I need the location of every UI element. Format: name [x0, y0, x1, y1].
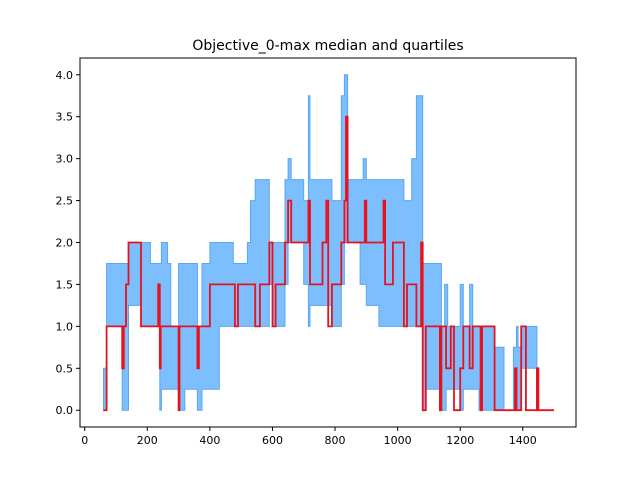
y-tick-label: 3.5	[56, 111, 74, 124]
x-tick-label: 1000	[384, 434, 412, 447]
x-tick-label: 1200	[446, 434, 474, 447]
median-line	[103, 115, 555, 412]
plot-area	[103, 74, 555, 412]
y-tick-label: 2.0	[56, 237, 74, 250]
y-tick-label: 0.5	[56, 362, 74, 375]
y-tick-label: 3.0	[56, 153, 74, 166]
axes: 0 200 400 600 800 1000 1200 1400 0.0 0.5 1.0 1.5 2.0…	[56, 57, 577, 447]
x-tick-label: 0	[81, 434, 88, 447]
chart-title: Objective_0-max median and quartiles	[192, 38, 463, 54]
x-tick-label: 400	[199, 434, 220, 447]
x-tick-label: 1400	[509, 434, 537, 447]
y-tick-label: 2.5	[56, 195, 74, 208]
x-tick-label: 800	[325, 434, 346, 447]
y-tick-label: 1.5	[56, 278, 74, 291]
y-tick-label: 0.0	[56, 404, 74, 417]
y-tick-label: 4.0	[56, 69, 74, 82]
x-tick-label: 600	[262, 434, 283, 447]
y-tick-label: 1.0	[56, 320, 74, 333]
x-tick-label: 200	[137, 434, 158, 447]
